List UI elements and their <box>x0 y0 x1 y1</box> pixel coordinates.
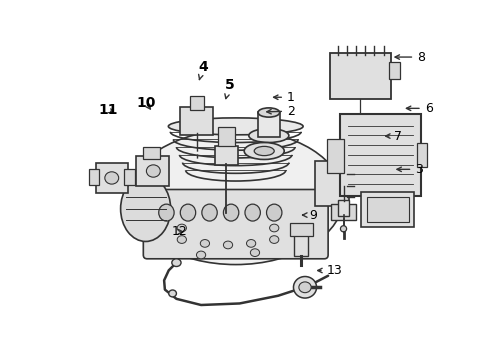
Text: 6: 6 <box>406 102 433 115</box>
Text: 9: 9 <box>303 208 318 221</box>
Ellipse shape <box>105 172 119 184</box>
Text: 7: 7 <box>386 130 402 143</box>
FancyBboxPatch shape <box>330 53 392 99</box>
Ellipse shape <box>159 204 174 221</box>
Ellipse shape <box>258 108 280 117</box>
Ellipse shape <box>223 204 239 221</box>
Ellipse shape <box>172 259 181 266</box>
Text: 11: 11 <box>98 103 118 117</box>
Ellipse shape <box>341 226 346 232</box>
FancyBboxPatch shape <box>338 200 349 216</box>
FancyBboxPatch shape <box>96 163 128 193</box>
Text: 13: 13 <box>318 264 343 277</box>
FancyBboxPatch shape <box>294 233 308 256</box>
Ellipse shape <box>249 129 289 143</box>
FancyBboxPatch shape <box>143 189 328 259</box>
Text: 4: 4 <box>198 60 208 80</box>
Ellipse shape <box>147 165 160 177</box>
Ellipse shape <box>267 204 282 221</box>
Ellipse shape <box>128 130 343 265</box>
Ellipse shape <box>180 204 196 221</box>
FancyBboxPatch shape <box>258 112 280 137</box>
Text: 1: 1 <box>273 91 295 104</box>
Ellipse shape <box>169 290 176 297</box>
Ellipse shape <box>196 251 206 259</box>
FancyBboxPatch shape <box>361 192 415 227</box>
Ellipse shape <box>270 236 279 243</box>
FancyBboxPatch shape <box>124 170 135 185</box>
FancyBboxPatch shape <box>331 204 356 220</box>
FancyBboxPatch shape <box>290 222 313 237</box>
FancyBboxPatch shape <box>327 139 344 172</box>
Ellipse shape <box>121 176 171 242</box>
Ellipse shape <box>169 118 303 135</box>
FancyBboxPatch shape <box>190 96 204 110</box>
FancyBboxPatch shape <box>218 127 235 145</box>
Ellipse shape <box>202 204 217 221</box>
Text: 10: 10 <box>136 96 155 110</box>
Ellipse shape <box>200 239 210 247</box>
FancyBboxPatch shape <box>416 143 427 167</box>
Ellipse shape <box>177 224 187 232</box>
Ellipse shape <box>270 224 279 232</box>
FancyBboxPatch shape <box>367 197 409 222</box>
Ellipse shape <box>244 143 284 159</box>
Ellipse shape <box>246 239 256 247</box>
Text: 2: 2 <box>267 105 295 118</box>
Ellipse shape <box>245 204 260 221</box>
Ellipse shape <box>254 147 274 156</box>
FancyBboxPatch shape <box>215 147 238 165</box>
Text: 3: 3 <box>397 163 423 176</box>
Ellipse shape <box>177 236 187 243</box>
Text: 5: 5 <box>225 78 234 99</box>
Text: 8: 8 <box>395 50 425 64</box>
Ellipse shape <box>250 249 260 256</box>
Text: 12: 12 <box>172 225 188 238</box>
FancyBboxPatch shape <box>136 156 169 186</box>
FancyBboxPatch shape <box>180 107 213 135</box>
FancyBboxPatch shape <box>315 161 349 206</box>
Ellipse shape <box>294 276 317 298</box>
FancyBboxPatch shape <box>340 114 421 195</box>
FancyBboxPatch shape <box>89 170 99 185</box>
FancyBboxPatch shape <box>389 62 400 78</box>
Ellipse shape <box>223 241 233 249</box>
FancyBboxPatch shape <box>143 147 160 159</box>
Ellipse shape <box>299 282 311 293</box>
